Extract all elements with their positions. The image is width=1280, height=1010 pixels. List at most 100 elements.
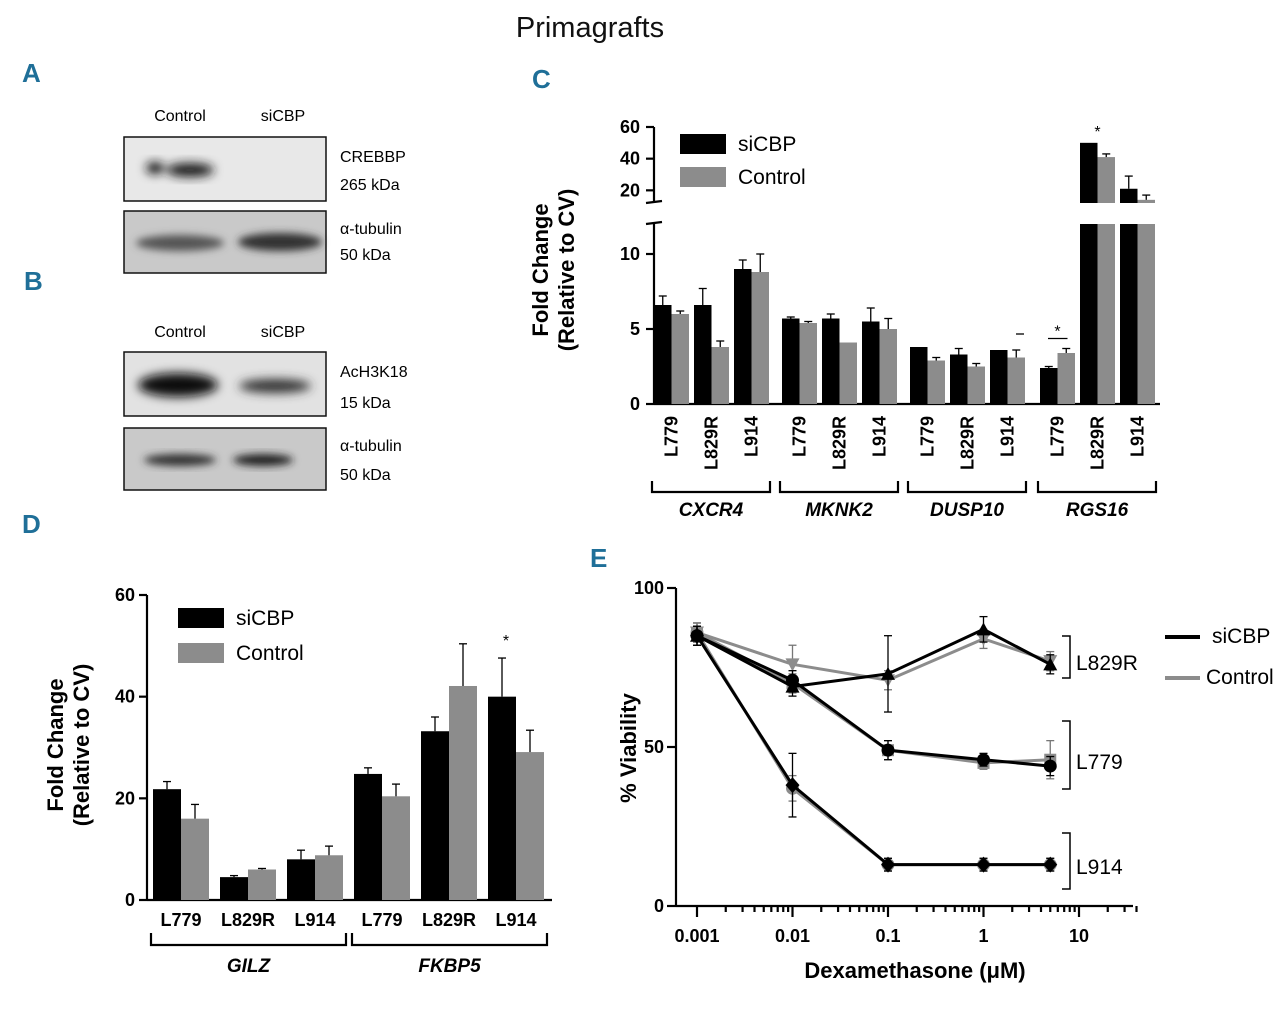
bar-control (839, 342, 857, 404)
gene-bracket (149, 933, 348, 947)
x-tick-label: L829R (958, 416, 978, 470)
gene-bracket (778, 481, 900, 494)
x-axis-label: Dexamethasone (μM) (804, 958, 1025, 983)
blot-protein-tubulin-b: α-tubulin (340, 438, 402, 455)
x-tick-label: L779 (160, 910, 201, 930)
bar-control (1007, 357, 1025, 404)
x-tick-label: L779 (662, 416, 682, 457)
bar-sicbp (734, 269, 752, 404)
y-tick-label: 40 (115, 687, 135, 707)
bar-sicbp (1080, 224, 1098, 404)
gene-bracket (906, 481, 1028, 494)
group-label: L779 (1076, 751, 1123, 774)
lane-label-sicbp: siCBP (261, 324, 305, 341)
chart-c: 0 5 10 20 40 60 Fold Change(Relative to CV) L77… (528, 117, 1160, 521)
y-axis-label: Fold Change(Relative to CV) (43, 664, 94, 827)
data-point-sicbp-l779 (977, 753, 990, 767)
bar-control-upper (1097, 157, 1115, 203)
bar-sicbp (910, 347, 928, 404)
x-tick-label: L829R (702, 416, 722, 470)
bar-sicbp (1040, 368, 1058, 404)
series-line-control-l779 (696, 631, 1051, 765)
axis-break-mark (645, 220, 663, 226)
bar-control (181, 818, 209, 900)
bar-control (671, 314, 689, 404)
bar-control (248, 869, 276, 900)
y-tick-label: 10 (620, 244, 640, 264)
y-tick-label: 0 (125, 890, 135, 910)
figure-title: Primagrafts (516, 12, 664, 44)
panel-label-b: B (24, 266, 43, 296)
x-tick-label: L829R (422, 910, 476, 930)
bar-control (382, 796, 410, 900)
lane-label-control: Control (154, 108, 206, 125)
bar-control-upper (1137, 199, 1155, 203)
data-point-sicbp-l914 (1043, 856, 1058, 873)
y-tick-label: 40 (620, 149, 640, 169)
legend-label-sicbp: siCBP (236, 607, 294, 630)
y-axis-label: Fold Change(Relative to CV) (528, 189, 579, 352)
series-line-sicbp-l779 (696, 634, 1051, 768)
bar-control (1097, 224, 1115, 404)
y-tick-label: 60 (115, 585, 135, 605)
y-tick-label: 50 (644, 737, 664, 757)
bar-sicbp (654, 305, 672, 404)
y-tick-label: 100 (634, 578, 664, 598)
x-tick-label: L914 (998, 416, 1018, 457)
gene-bracket (1036, 481, 1158, 494)
group-bracket (1062, 720, 1071, 790)
bar-sicbp (354, 773, 382, 900)
series-line-control-l914 (695, 631, 1051, 867)
group-label: L829R (1076, 652, 1138, 675)
x-tick-label: L779 (1048, 416, 1068, 457)
x-tick-label: L829R (1088, 416, 1108, 470)
y-axis-label-line: (Relative to CV) (554, 189, 579, 352)
lane-label-control: Control (154, 324, 206, 341)
data-point-sicbp-l829r (976, 622, 991, 636)
bar-sicbp (421, 731, 449, 900)
x-tick-label: 0.001 (674, 926, 719, 946)
data-point-sicbp-l914 (976, 856, 991, 873)
bar-sicbp (782, 318, 800, 404)
bar-control (449, 685, 477, 900)
bar-sicbp (862, 321, 880, 404)
bar-control (711, 347, 729, 404)
legend-label-control: Control (1206, 666, 1274, 689)
chart-d: 0 20 40 60 Fold Change(Relative to CV) L779 L8… (43, 585, 552, 977)
bar-sicbp (694, 305, 712, 404)
y-tick-label: 20 (115, 788, 135, 808)
group-bracket (1062, 635, 1071, 679)
data-point-sicbp-l914 (690, 627, 704, 644)
data-point-sicbp-l779 (786, 673, 799, 687)
gene-label: MKNK2 (805, 500, 873, 521)
x-tick-label: 10 (1069, 926, 1089, 946)
x-tick-label: 0.01 (775, 926, 810, 946)
bar-control (516, 752, 544, 900)
y-tick-label: 0 (630, 394, 640, 414)
bar-control (315, 855, 343, 900)
significance-star: * (1094, 124, 1100, 141)
bar-sicbp-upper (1080, 142, 1098, 203)
data-point-sicbp-l914 (881, 856, 895, 873)
bar-control (879, 329, 897, 404)
significance-star: * (503, 633, 509, 650)
panel-label-d: D (22, 509, 41, 539)
bar-sicbp-upper (1120, 188, 1138, 203)
legend-swatch-control (680, 167, 726, 187)
bar-control (967, 366, 985, 404)
bar-sicbp (1120, 224, 1138, 404)
bar-sicbp (220, 877, 248, 900)
bar-sicbp (153, 789, 181, 900)
data-point-control-l829r (785, 658, 800, 672)
legend-swatch-sicbp (178, 608, 224, 628)
bar-control (799, 323, 817, 404)
y-tick-label: 60 (620, 117, 640, 137)
data-point-sicbp-l779 (881, 743, 895, 757)
gene-label: DUSP10 (930, 500, 1004, 521)
blot-protein-crebbp: CREBBP (340, 149, 406, 166)
gene-label: FKBP5 (418, 956, 481, 977)
band-crebbp (146, 162, 214, 177)
panel-b-blot: Control siCBP AcH3K18 15 kDa α-tubulin 5… (123, 324, 408, 491)
blot-size-ach3k18: 15 kDa (340, 395, 391, 412)
